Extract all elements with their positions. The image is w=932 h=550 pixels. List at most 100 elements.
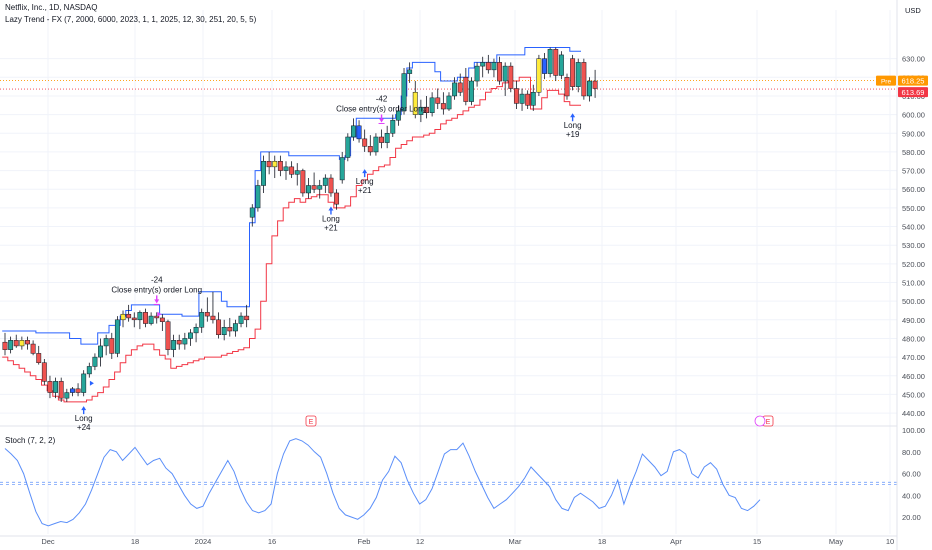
signal-label: Close entry(s) order Long <box>111 285 202 294</box>
candle-body <box>272 161 278 168</box>
time-tick-label: May <box>829 537 843 546</box>
candle-body <box>188 332 193 339</box>
candle-body <box>261 161 266 186</box>
candle-body <box>446 95 452 110</box>
signal-label: Long <box>564 121 582 130</box>
candle-body <box>8 340 14 350</box>
dividend-marker <box>754 415 766 427</box>
candle-body <box>497 62 503 82</box>
candle-body <box>143 312 148 324</box>
candle-body <box>362 138 368 147</box>
candle-body <box>429 97 435 113</box>
candle-body <box>570 58 576 87</box>
signal-label: Long <box>322 214 340 223</box>
price-tick-label: 500.00 <box>902 297 925 306</box>
price-tick-label: 480.00 <box>902 334 925 343</box>
candle-body <box>193 327 199 334</box>
candle-body <box>587 80 592 97</box>
candle-body <box>536 58 542 93</box>
time-tick-label: 18 <box>131 537 139 546</box>
candle-body <box>2 341 8 350</box>
candle-body <box>176 340 182 345</box>
lazy-trend-bands <box>2 47 581 403</box>
candle-body <box>69 388 75 393</box>
time-tick-label: 12 <box>416 537 424 546</box>
signal-label: Long <box>356 177 374 186</box>
price-tick-label: 530.00 <box>902 241 925 250</box>
earnings-label: E <box>309 419 314 426</box>
pre-tag-label: Pre <box>881 79 892 86</box>
signal-value: +19 <box>566 130 580 139</box>
candle-body <box>350 125 356 138</box>
price-tick-label: 560.00 <box>902 185 925 194</box>
candle-body <box>435 97 441 104</box>
earnings-marker <box>305 415 317 427</box>
stoch-grid <box>0 425 897 485</box>
candle-body <box>114 319 120 354</box>
candle-body <box>137 312 143 321</box>
last-value-label: 613.69 <box>902 88 925 97</box>
price-tick-label: 450.00 <box>902 390 925 399</box>
signal-label: Close entry(s) order Long <box>336 104 427 113</box>
candle-body <box>491 62 497 71</box>
candle-body <box>159 317 165 322</box>
candle-body <box>232 323 238 332</box>
time-tick-label: Feb <box>358 537 371 546</box>
candle-body <box>502 65 508 82</box>
candle-body <box>249 207 255 218</box>
candle-body <box>13 340 19 347</box>
time-tick-label: Dec <box>41 537 55 546</box>
last-value-box <box>898 87 928 98</box>
candle-body <box>244 315 250 321</box>
close-arrow-icon <box>154 295 160 304</box>
price-grid <box>0 10 897 534</box>
chart-title: Netflix, Inc., 1D, NASDAQ <box>5 3 98 12</box>
candle-body <box>277 161 283 171</box>
time-tick-label: 16 <box>268 537 276 546</box>
candle-body <box>480 62 486 67</box>
pre-value-box <box>898 75 928 86</box>
candle-body <box>525 93 531 106</box>
candle-body <box>345 136 351 158</box>
candle-body <box>401 73 407 112</box>
candle-body <box>513 88 519 104</box>
close-arrow-icon <box>379 114 385 123</box>
price-tick-label: 540.00 <box>902 223 925 232</box>
candle-body <box>367 146 373 153</box>
candle-body <box>165 321 171 350</box>
candle-body <box>339 157 345 181</box>
lower-band-line <box>2 76 581 403</box>
candle-body <box>317 185 323 190</box>
candle-body <box>227 327 233 332</box>
price-tick-label: 440.00 <box>902 409 925 418</box>
candle-body <box>41 362 47 382</box>
candle-body <box>36 353 42 363</box>
candle-body <box>58 381 64 399</box>
candle-body <box>204 312 210 317</box>
candle-body <box>334 192 340 205</box>
candle-body <box>238 315 244 324</box>
time-tick-label: 18 <box>598 537 606 546</box>
earnings-label: E <box>766 419 771 426</box>
candle-body <box>542 58 547 74</box>
candle-body <box>98 345 103 358</box>
candle-body <box>558 54 564 76</box>
exit-pointer-icon <box>157 311 162 317</box>
stoch-tick-label: 100.00 <box>902 426 925 435</box>
candle-body <box>384 133 390 143</box>
long-arrow-icon <box>328 206 334 215</box>
candle-body <box>283 166 289 171</box>
candles <box>2 47 598 402</box>
candle-body <box>407 69 413 74</box>
candle-body <box>322 177 328 186</box>
price-tick-label: 510.00 <box>902 279 925 288</box>
candle-body <box>379 136 384 143</box>
candle-body <box>485 62 491 71</box>
price-tick-label: 600.00 <box>902 111 925 120</box>
candle-body <box>300 170 306 194</box>
candle-body <box>457 82 463 93</box>
pre-tag-box <box>876 75 896 86</box>
candle-body <box>328 177 334 194</box>
